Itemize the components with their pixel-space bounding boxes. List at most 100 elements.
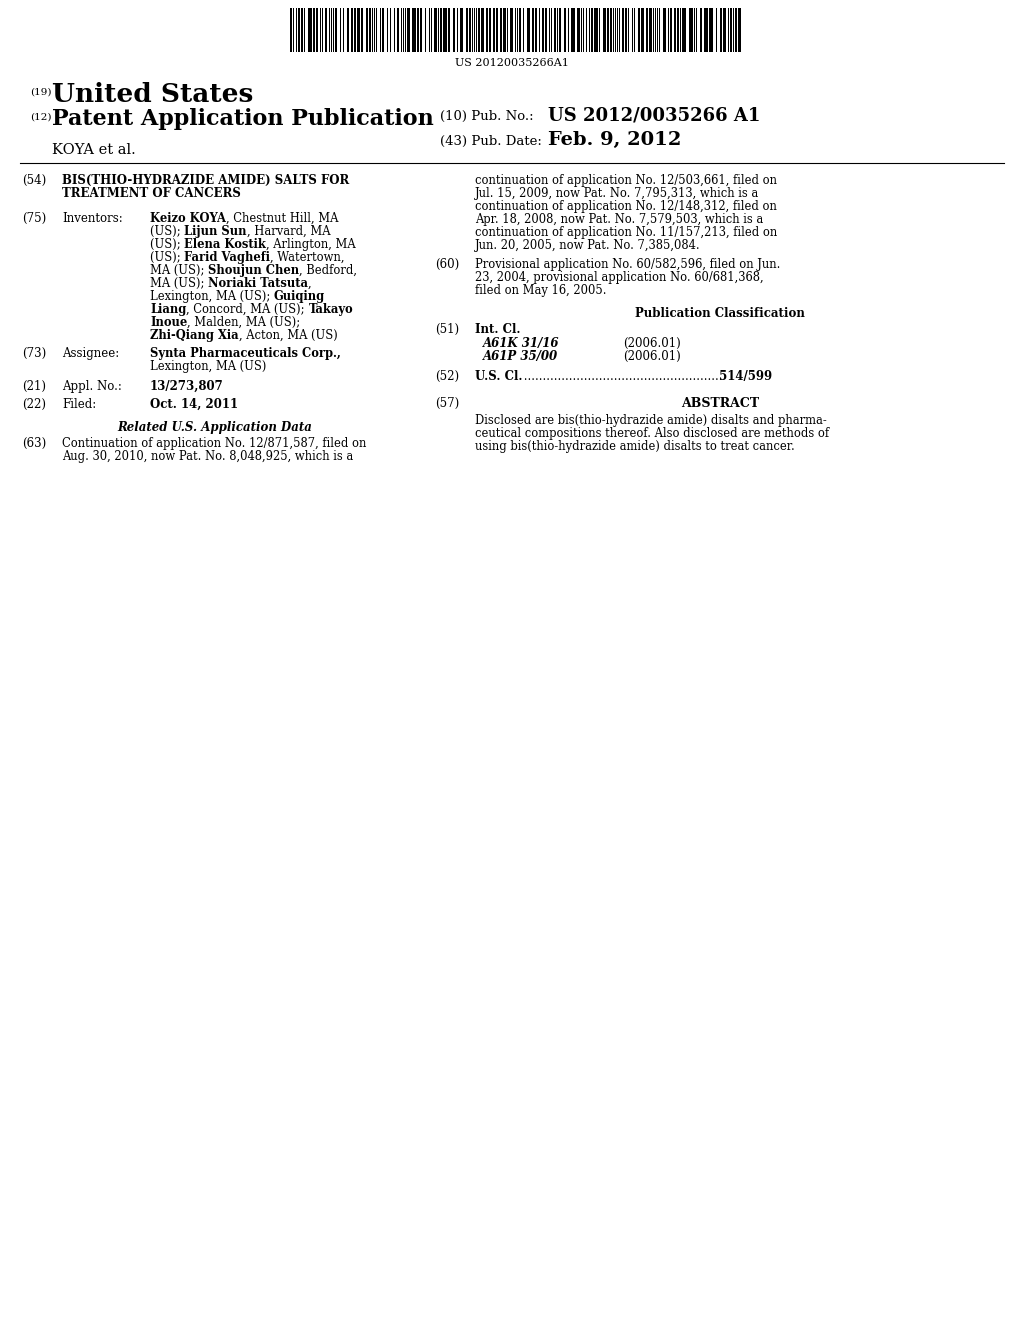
Bar [503, 8, 506, 51]
Text: (43) Pub. Date:: (43) Pub. Date: [440, 135, 542, 148]
Bar [420, 8, 422, 51]
Text: ,: , [308, 277, 311, 290]
Text: Related U.S. Application Data: Related U.S. Application Data [118, 421, 312, 434]
Bar [335, 8, 337, 51]
Text: (75): (75) [22, 213, 46, 224]
Text: (10) Pub. No.:: (10) Pub. No.: [440, 110, 534, 123]
Text: ceutical compositions thereof. Also disclosed are methods of: ceutical compositions thereof. Also disc… [475, 426, 829, 440]
Text: continuation of application No. 12/148,312, filed on: continuation of application No. 12/148,3… [475, 201, 777, 213]
Bar [594, 8, 598, 51]
Text: A61P 35/00: A61P 35/00 [483, 350, 558, 363]
Bar [682, 8, 686, 51]
Bar [466, 8, 468, 51]
Bar [720, 8, 722, 51]
Text: 514/599: 514/599 [715, 370, 772, 383]
Bar [357, 8, 360, 51]
Text: KOYA et al.: KOYA et al. [52, 143, 136, 157]
Text: Lexington, MA (US): Lexington, MA (US) [150, 360, 266, 374]
Bar [519, 8, 521, 51]
Bar [723, 8, 726, 51]
Bar [730, 8, 732, 51]
Text: (60): (60) [435, 257, 459, 271]
Bar [308, 8, 312, 51]
Text: , Harvard, MA: , Harvard, MA [247, 224, 331, 238]
Bar [478, 8, 480, 51]
Bar [622, 8, 624, 51]
Text: (2006.01): (2006.01) [623, 337, 681, 350]
Bar [670, 8, 672, 51]
Bar [489, 8, 490, 51]
Text: , Malden, MA (US);: , Malden, MA (US); [187, 315, 300, 329]
Bar [347, 8, 349, 51]
Bar [301, 8, 303, 51]
Bar [298, 8, 300, 51]
Text: Elena Kostik: Elena Kostik [184, 238, 266, 251]
Text: Inoue: Inoue [150, 315, 187, 329]
Text: United States: United States [52, 82, 253, 107]
Text: (12): (12) [30, 114, 51, 121]
Bar [663, 8, 666, 51]
Text: Keizo KOYA: Keizo KOYA [150, 213, 226, 224]
Bar [607, 8, 609, 51]
Text: (US);: (US); [150, 238, 184, 251]
Text: .....................................................: ........................................… [520, 370, 723, 383]
Bar [460, 8, 463, 51]
Text: Apr. 18, 2008, now Pat. No. 7,579,503, which is a: Apr. 18, 2008, now Pat. No. 7,579,503, w… [475, 213, 763, 226]
Bar [603, 8, 606, 51]
Text: Farid Vaghefi: Farid Vaghefi [184, 251, 270, 264]
Bar [500, 8, 502, 51]
Text: (21): (21) [22, 380, 46, 393]
Bar [571, 8, 575, 51]
Bar [564, 8, 566, 51]
Text: TREATMENT OF CANCERS: TREATMENT OF CANCERS [62, 187, 241, 201]
Text: A61K 31/16: A61K 31/16 [483, 337, 559, 350]
Text: , Watertown,: , Watertown, [270, 251, 345, 264]
Text: Disclosed are bis(thio-hydrazide amide) disalts and pharma-: Disclosed are bis(thio-hydrazide amide) … [475, 414, 826, 426]
Text: US 2012/0035266 A1: US 2012/0035266 A1 [548, 106, 761, 124]
Bar [493, 8, 495, 51]
Bar [453, 8, 455, 51]
Bar [554, 8, 556, 51]
Bar [290, 8, 292, 51]
Text: US 20120035266A1: US 20120035266A1 [455, 58, 569, 69]
Text: continuation of application No. 12/503,661, filed on: continuation of application No. 12/503,6… [475, 174, 777, 187]
Bar [591, 8, 593, 51]
Bar [361, 8, 362, 51]
Text: (52): (52) [435, 370, 459, 383]
Text: Feb. 9, 2012: Feb. 9, 2012 [548, 131, 681, 149]
Text: Continuation of application No. 12/871,587, filed on: Continuation of application No. 12/871,5… [62, 437, 367, 450]
Text: Lexington, MA (US);: Lexington, MA (US); [150, 290, 273, 304]
Text: Int. Cl.: Int. Cl. [475, 323, 520, 337]
Text: Lijun Sun: Lijun Sun [184, 224, 247, 238]
Bar [486, 8, 488, 51]
Text: (63): (63) [22, 437, 46, 450]
Text: (19): (19) [30, 88, 51, 96]
Text: , Acton, MA (US): , Acton, MA (US) [239, 329, 337, 342]
Bar [481, 8, 484, 51]
Text: Shoujun Chen: Shoujun Chen [208, 264, 299, 277]
Bar [316, 8, 318, 51]
Bar [709, 8, 713, 51]
Bar [641, 8, 644, 51]
Text: MA (US);: MA (US); [150, 264, 208, 277]
Bar [354, 8, 356, 51]
Text: Publication Classification: Publication Classification [635, 308, 805, 319]
Bar [443, 8, 447, 51]
Text: Assignee:: Assignee: [62, 347, 119, 360]
Bar [407, 8, 410, 51]
Bar [735, 8, 737, 51]
Text: 23, 2004, provisional application No. 60/681,368,: 23, 2004, provisional application No. 60… [475, 271, 764, 284]
Bar [535, 8, 537, 51]
Bar [689, 8, 693, 51]
Text: (54): (54) [22, 174, 46, 187]
Text: Takayo: Takayo [308, 304, 353, 315]
Text: , Bedford,: , Bedford, [299, 264, 357, 277]
Text: MA (US);: MA (US); [150, 277, 208, 290]
Bar [532, 8, 534, 51]
Text: BIS(THIO-HYDRAZIDE AMIDE) SALTS FOR: BIS(THIO-HYDRAZIDE AMIDE) SALTS FOR [62, 174, 349, 187]
Bar [417, 8, 419, 51]
Text: Liang: Liang [150, 304, 186, 315]
Text: U.S. Cl.: U.S. Cl. [475, 370, 522, 383]
Bar [449, 8, 450, 51]
Text: Zhi-Qiang Xia: Zhi-Qiang Xia [150, 329, 239, 342]
